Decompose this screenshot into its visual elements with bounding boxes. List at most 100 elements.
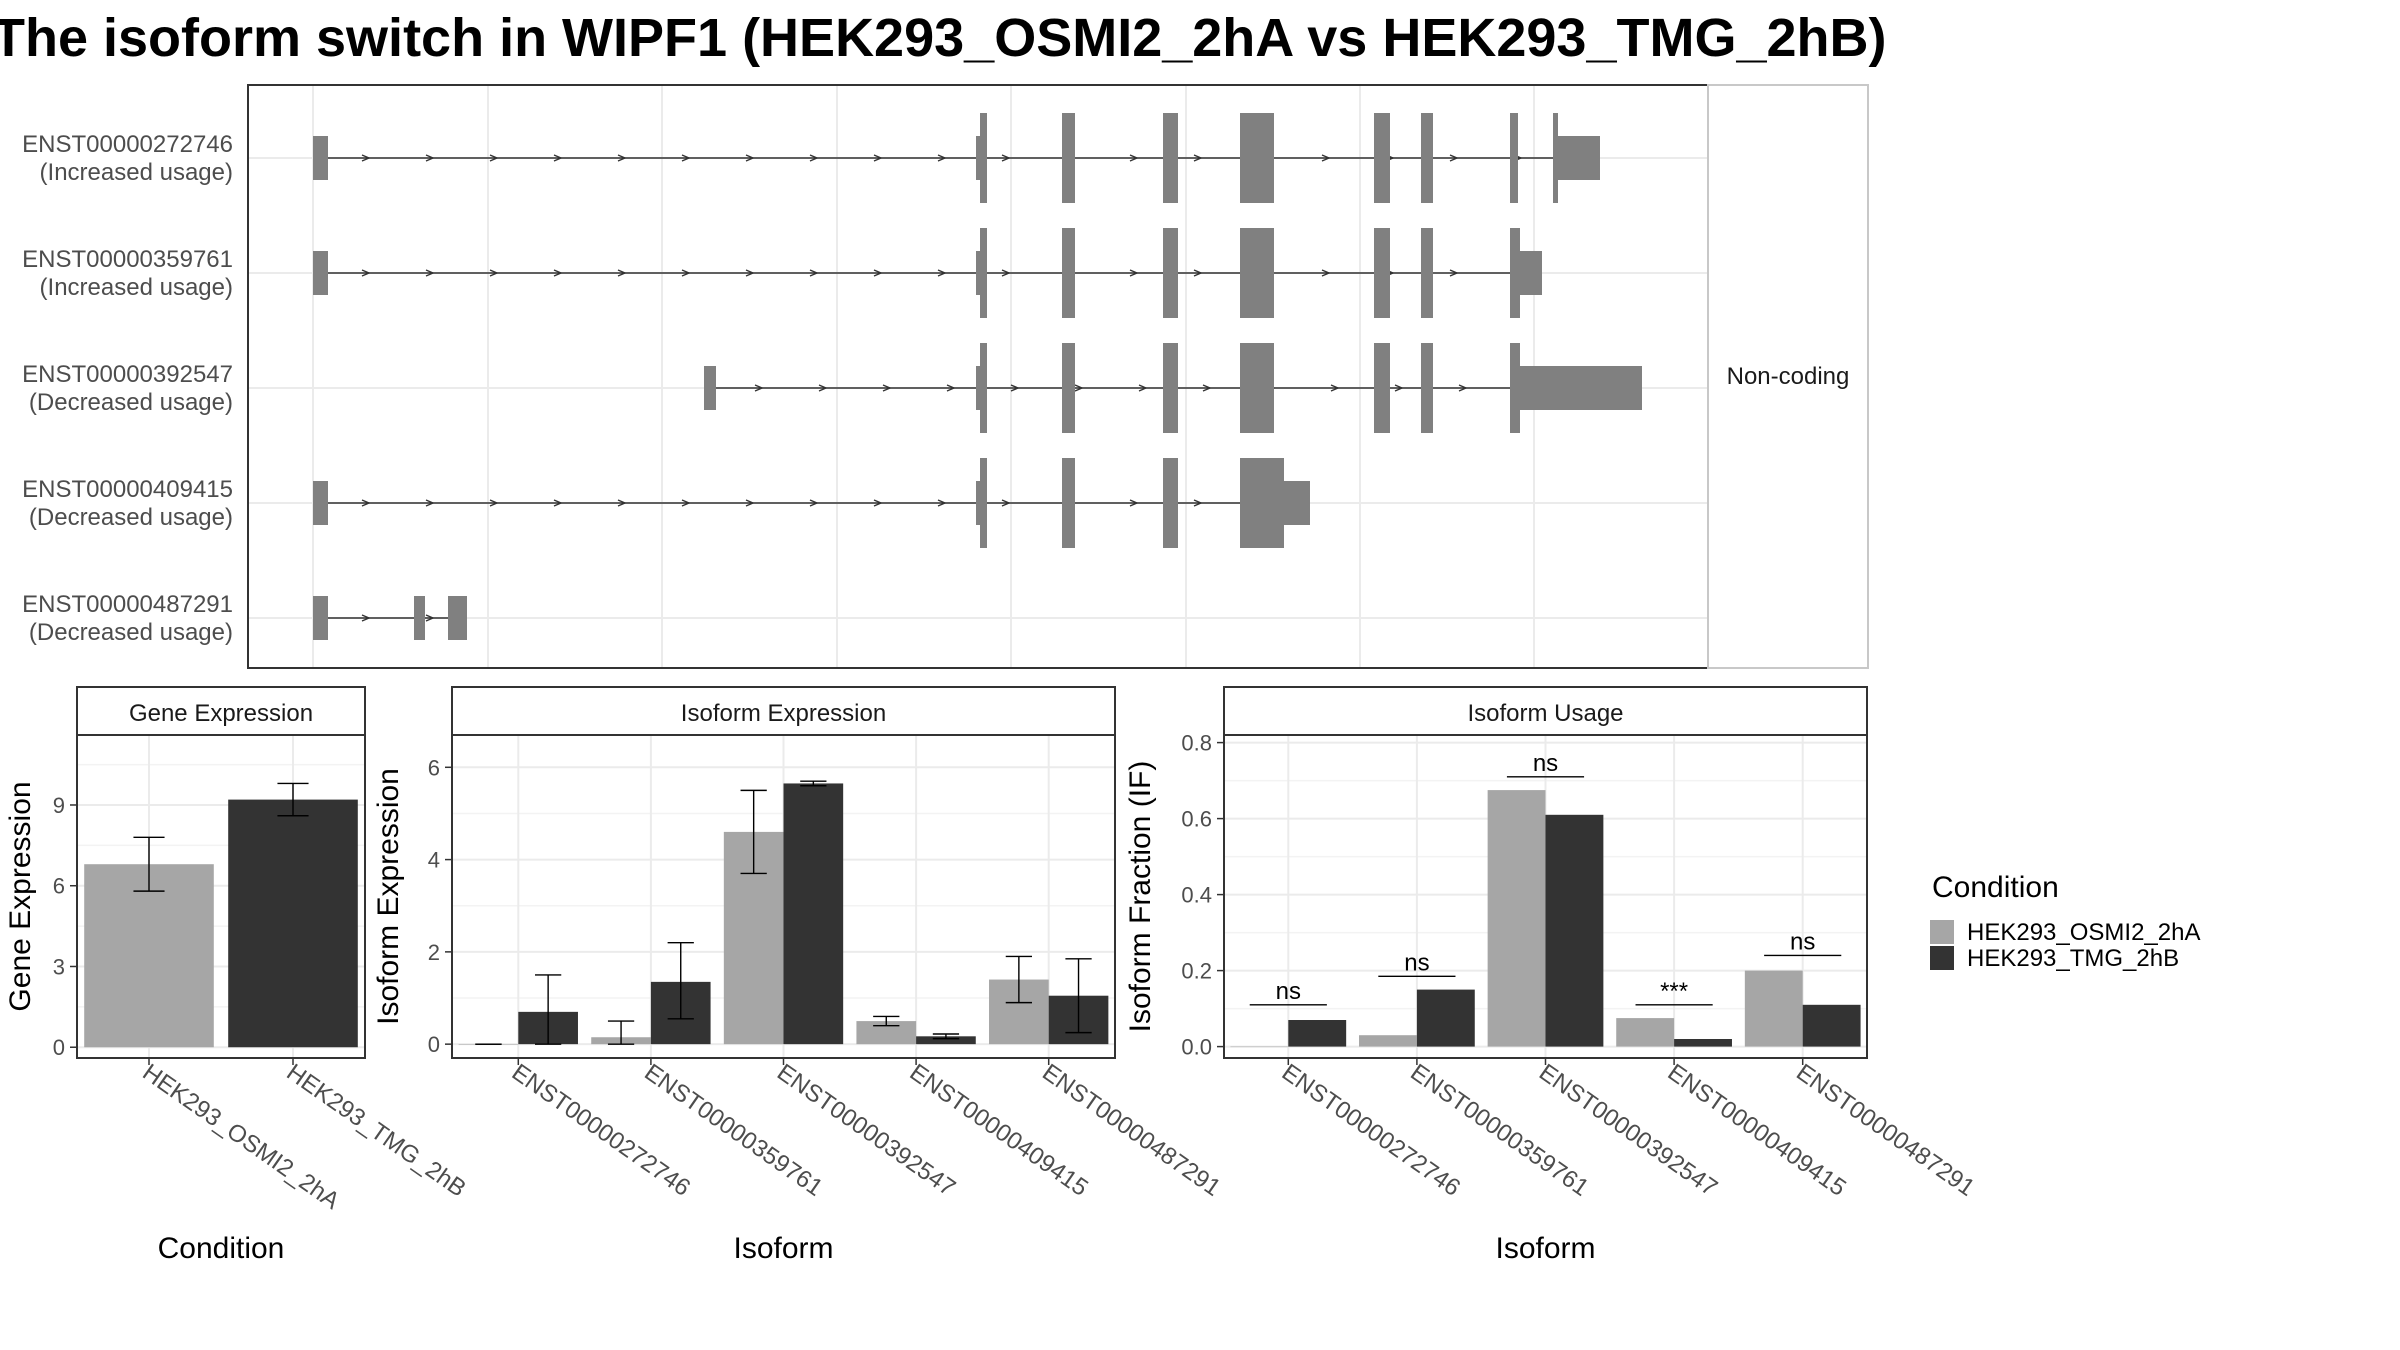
direction-arrow — [937, 269, 947, 277]
bar — [1487, 790, 1546, 1047]
direction-arrow — [1202, 384, 1212, 392]
bar — [1359, 1035, 1417, 1047]
direction-arrow — [1138, 384, 1148, 392]
facet-strip — [1707, 84, 1869, 669]
direction-arrow — [617, 154, 627, 162]
direction-arrow — [946, 384, 956, 392]
bars — [1230, 790, 1861, 1048]
bar — [1802, 1004, 1861, 1047]
bar — [916, 1036, 976, 1045]
exon — [1240, 113, 1274, 203]
strip-header — [1223, 686, 1868, 736]
exon — [1240, 458, 1284, 548]
direction-arrow — [1321, 154, 1331, 162]
exon — [1421, 113, 1433, 203]
x-axis-title: Condition — [158, 1232, 285, 1265]
strip-header — [76, 686, 366, 736]
bar — [228, 799, 358, 1048]
transcript-id-label: ENST00000392547 — [22, 361, 233, 388]
exon — [1421, 343, 1433, 433]
direction-arrow — [1074, 384, 1084, 392]
y-tick-label: 2 — [428, 940, 440, 965]
direction-arrow — [489, 269, 499, 277]
bar — [1674, 1039, 1732, 1047]
chart-title: Isoform Usage — [1467, 700, 1623, 727]
y-axis-title: Isoform Fraction (IF) — [1124, 761, 1157, 1033]
direction-arrow — [681, 154, 691, 162]
exon — [313, 596, 328, 640]
direction-arrow — [489, 154, 499, 162]
exon — [1520, 251, 1542, 295]
bars — [84, 782, 358, 1048]
exon — [1163, 458, 1178, 548]
exon — [1163, 113, 1178, 203]
direction-arrow — [818, 384, 828, 392]
exon — [1240, 343, 1274, 433]
y-tick-label: 0.2 — [1181, 959, 1212, 984]
exon — [1163, 343, 1178, 433]
direction-arrow — [553, 154, 563, 162]
direction-arrow — [681, 499, 691, 507]
direction-arrow — [553, 499, 563, 507]
chart-panel: Isoform Usagensnsns***ns0.00.20.40.60.8E… — [1124, 686, 1979, 1265]
direction-arrow — [425, 269, 435, 277]
significance-label: ns — [1790, 928, 1815, 955]
transcript-row — [313, 596, 467, 640]
direction-arrow — [809, 269, 819, 277]
direction-arrow — [1449, 269, 1459, 277]
chart-panel: Gene Expression0369HEK293_OSMI2_2hAHEK29… — [4, 686, 471, 1265]
figure-title: The isoform switch in WIPF1 (HEK293_OSMI… — [0, 8, 1886, 68]
direction-arrow — [1001, 499, 1011, 507]
bar — [1230, 1046, 1289, 1048]
y-tick-label: 3 — [53, 954, 65, 979]
chart-title: Isoform Expression — [681, 700, 886, 727]
direction-arrow — [361, 499, 371, 507]
y-tick-label: 0.6 — [1181, 807, 1212, 832]
bar — [1616, 1018, 1675, 1047]
exon — [313, 481, 328, 525]
direction-arrow — [361, 614, 371, 622]
y-tick-label: 0.0 — [1181, 1035, 1212, 1060]
exon — [1284, 481, 1310, 525]
exon — [1421, 228, 1433, 318]
transcript-id-label: ENST00000359761 — [22, 246, 233, 273]
direction-arrow — [745, 499, 755, 507]
y-tick-label: 9 — [53, 793, 65, 818]
exon — [1163, 228, 1178, 318]
direction-arrow — [1001, 154, 1011, 162]
direction-arrow — [617, 269, 627, 277]
direction-arrow — [1394, 384, 1404, 392]
direction-arrow — [1193, 269, 1203, 277]
significance-label: ns — [1404, 949, 1429, 976]
legend-swatch — [1930, 920, 1954, 944]
direction-arrow — [873, 154, 883, 162]
facet-strip-label: Non-coding — [1727, 363, 1850, 390]
transcript-usage-label: (Increased usage) — [40, 274, 233, 301]
exon — [1374, 343, 1390, 433]
panel-border — [76, 734, 366, 1059]
direction-arrow — [1330, 384, 1340, 392]
y-tick-label: 0 — [428, 1032, 440, 1057]
direction-arrow — [1321, 269, 1331, 277]
exon — [980, 113, 987, 203]
direction-arrow — [873, 269, 883, 277]
direction-arrow — [809, 499, 819, 507]
transcript-id-label: ENST00000409415 — [22, 476, 233, 503]
direction-arrow — [1129, 269, 1139, 277]
direction-arrow — [425, 499, 435, 507]
y-axis-title: Gene Expression — [4, 781, 37, 1011]
exon — [1553, 113, 1558, 203]
exon — [313, 136, 328, 180]
direction-arrow — [617, 499, 627, 507]
direction-arrow — [1193, 499, 1203, 507]
transcript-row — [313, 228, 1542, 318]
y-tick-label: 0.8 — [1181, 731, 1212, 756]
y-axis-title: Isoform Expression — [372, 768, 405, 1025]
direction-arrow — [553, 269, 563, 277]
exon — [1240, 228, 1274, 318]
x-axis-title: Isoform — [1495, 1232, 1595, 1265]
direction-arrow — [937, 499, 947, 507]
transcript-row — [313, 113, 1600, 203]
